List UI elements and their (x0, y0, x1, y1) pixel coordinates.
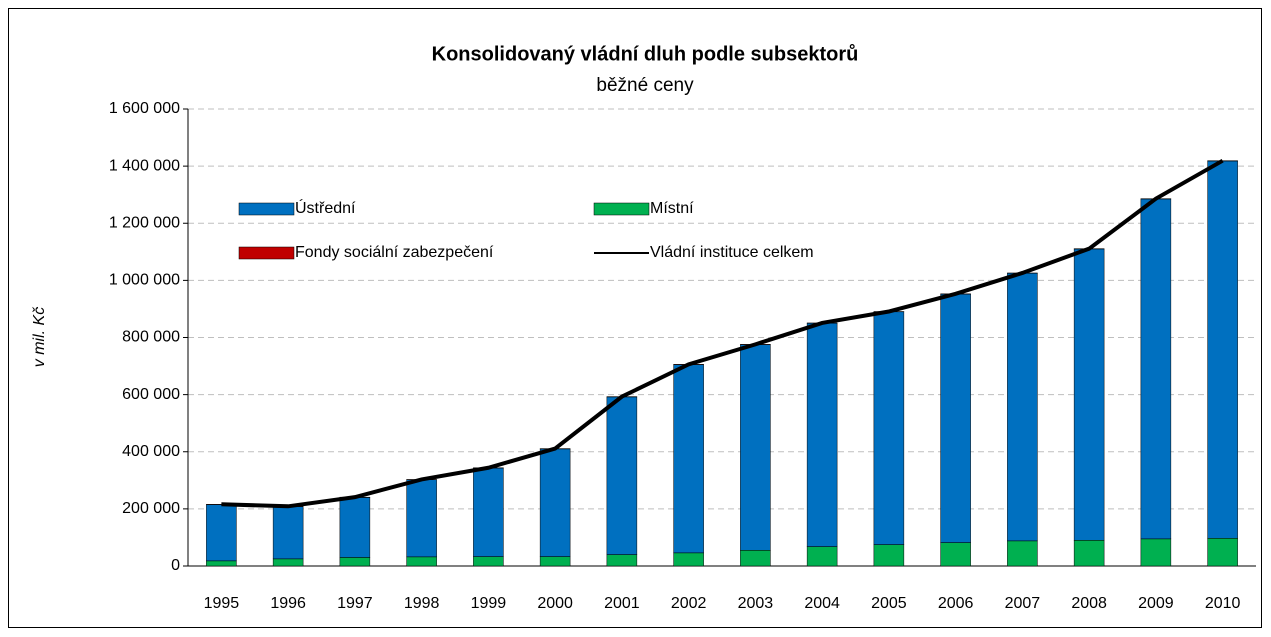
bar-segment (1007, 272, 1038, 542)
x-tick-label: 2004 (804, 595, 840, 612)
bar-segment (940, 542, 971, 567)
y-tick-label: 200 000 (122, 500, 180, 517)
y-tick-label: 600 000 (122, 386, 180, 403)
bar-segment (206, 504, 237, 562)
x-tick-label: 1998 (404, 595, 440, 612)
legend-label: Vládní instituce celkem (650, 244, 814, 261)
bar-segment (272, 558, 304, 567)
bar-segment (740, 550, 771, 567)
bar-segment (473, 467, 504, 557)
x-tick-label: 2010 (1205, 595, 1241, 612)
legend-swatch (593, 202, 650, 216)
x-tick-label: 2007 (1005, 595, 1041, 612)
bar-segment (606, 554, 638, 567)
chart-title: Konsolidovaný vládní dluh podle subsekto… (432, 43, 859, 65)
bar-segment (406, 479, 437, 558)
legend-swatch (238, 246, 295, 260)
bar-segment (339, 497, 371, 558)
bar-segment (1140, 198, 1172, 540)
y-tick-label: 0 (171, 557, 180, 574)
bar-segment (940, 293, 971, 543)
x-tick-label: 2009 (1138, 595, 1174, 612)
bar-segment (606, 396, 638, 555)
bar-segment (339, 557, 371, 567)
bar-segment (673, 552, 704, 567)
legend-swatch (238, 202, 295, 216)
x-tick-label: 1997 (337, 595, 373, 612)
y-tick-label: 1 400 000 (109, 157, 180, 174)
legend-label: Ústřední (295, 198, 356, 217)
bar-segment (1073, 540, 1105, 567)
y-tick-label: 400 000 (122, 443, 180, 460)
x-tick-label: 2005 (871, 595, 907, 612)
bar-segment (1207, 160, 1238, 539)
x-tick-label: 2001 (604, 595, 640, 612)
y-tick-label: 800 000 (122, 329, 180, 346)
x-tick-label: 2008 (1071, 595, 1107, 612)
y-tick-label: 1 200 000 (109, 214, 180, 231)
legend-label: Fondy sociální zabezpečení (295, 244, 494, 261)
bar-segment (1140, 538, 1172, 567)
bar-segment (1073, 248, 1105, 541)
bar-segment (539, 556, 571, 567)
x-tick-label: 2003 (738, 595, 774, 612)
chart-subtitle: běžné ceny (596, 75, 694, 96)
bar-segment (673, 364, 704, 554)
x-tick-label: 1999 (471, 595, 507, 612)
legend-label: Místní (650, 200, 694, 217)
bar-segment (806, 546, 838, 567)
bar-segment (740, 344, 771, 551)
x-tick-label: 1996 (270, 595, 306, 612)
x-tick-label: 1995 (204, 595, 240, 612)
x-tick-label: 2006 (938, 595, 974, 612)
y-tick-label: 1 600 000 (109, 100, 180, 117)
bar-segment (539, 448, 571, 557)
y-tick-label: 1 000 000 (109, 272, 180, 289)
bar-segment (1207, 538, 1238, 567)
bar-segment (873, 311, 905, 545)
bar-segment (272, 506, 304, 560)
bar-segment (406, 556, 437, 567)
bar-segment (1007, 540, 1038, 567)
bar-segment (206, 560, 237, 567)
bar-segment (473, 556, 504, 567)
x-tick-label: 2002 (671, 595, 707, 612)
x-tick-label: 2000 (537, 595, 573, 612)
bar-segment (873, 544, 905, 567)
y-axis-label: v mil. Kč (31, 307, 48, 367)
total-line (221, 158, 1224, 509)
bar-segment (806, 322, 838, 547)
